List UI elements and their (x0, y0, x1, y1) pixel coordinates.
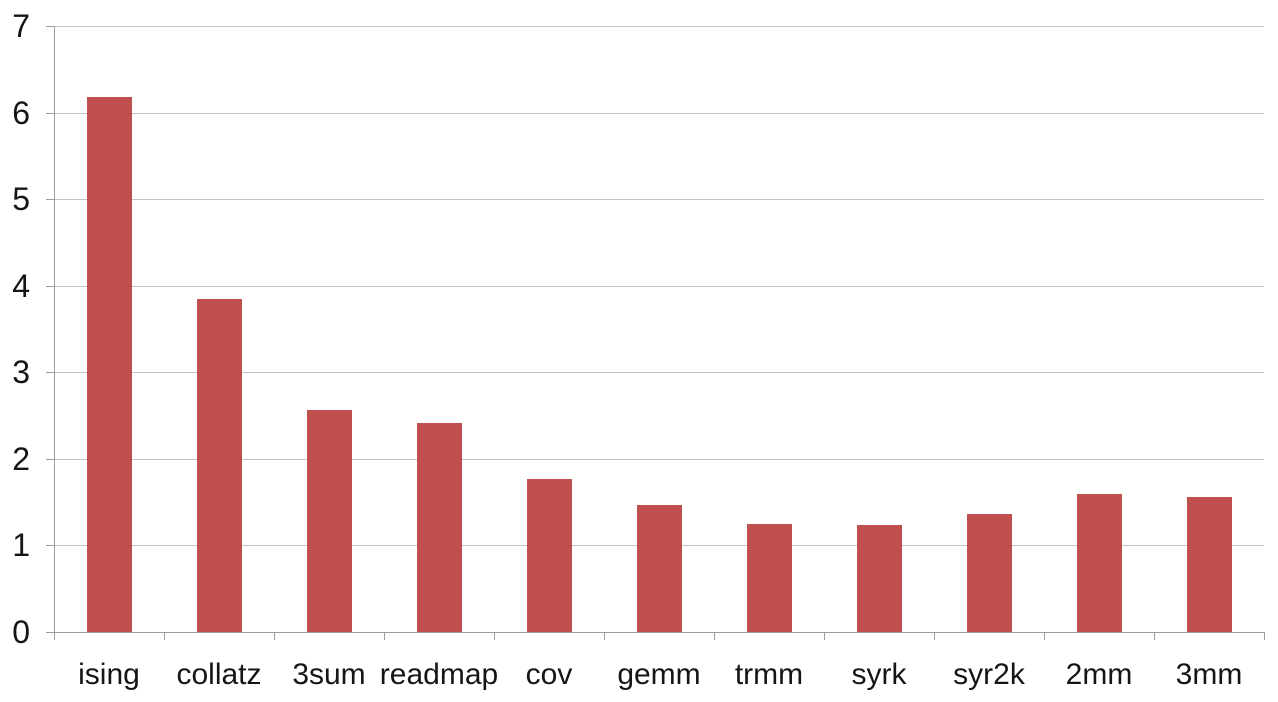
x-axis-tick-label-cov: cov (525, 658, 573, 691)
bar-trmm (746, 523, 792, 632)
x-tick-mark (934, 632, 935, 640)
x-axis-tick-label-2mm: 2mm (1065, 658, 1133, 691)
x-axis-tick-label-trmm: trmm (734, 658, 804, 691)
y-axis-tick-label-6: 6 (12, 94, 30, 131)
y-axis-tick-label-7: 7 (12, 8, 30, 44)
x-axis-tick-label-syrk: syrk (851, 658, 907, 691)
bar-3sum (306, 409, 352, 632)
y-axis-tick-label-5: 5 (12, 181, 30, 218)
bar-gemm (636, 504, 682, 632)
gridline-y-3 (54, 372, 1264, 374)
x-tick-mark (604, 632, 605, 640)
bar-syr2k (966, 514, 1012, 632)
x-axis-tick-label-3mm: 3mm (1175, 658, 1243, 691)
x-axis-tick-label-gemm: gemm (617, 658, 701, 691)
x-tick-mark (1264, 632, 1265, 640)
bar-readmap (416, 422, 462, 632)
y-tick-mark (46, 372, 54, 374)
y-axis-tick-label-0: 0 (12, 614, 30, 650)
x-axis-tick-label-collatz: collatz (176, 658, 262, 691)
bar-collatz (196, 298, 242, 632)
x-tick-mark (824, 632, 825, 640)
x-tick-mark (164, 632, 165, 640)
y-tick-mark (46, 545, 54, 547)
x-axis-tick-label-syr2k: syr2k (953, 658, 1025, 691)
y-tick-mark (46, 458, 54, 460)
gridline-y-2 (54, 458, 1264, 460)
x-tick-mark (384, 632, 385, 640)
y-axis-tick-label-3: 3 (12, 354, 30, 391)
bar-cov (526, 478, 572, 632)
y-tick-mark (46, 26, 54, 27)
x-tick-mark (714, 632, 715, 640)
bar-ising (86, 97, 132, 632)
x-axis-tick-label-3sum: 3sum (292, 658, 366, 691)
gridline-y-7 (54, 26, 1264, 27)
bar-2mm (1076, 494, 1122, 632)
x-tick-mark (54, 632, 55, 640)
gridline-y-5 (54, 199, 1264, 201)
y-axis-line (54, 26, 55, 640)
y-tick-mark (46, 199, 54, 201)
x-tick-mark (1044, 632, 1045, 640)
y-axis-tick-label-4: 4 (12, 267, 30, 304)
plot-area (54, 26, 1264, 632)
y-tick-mark (46, 285, 54, 287)
x-axis-line (54, 632, 1265, 633)
gridline-y-4 (54, 285, 1264, 287)
x-axis-tick-label-readmap: readmap (379, 658, 499, 691)
y-tick-mark (46, 112, 54, 114)
y-axis-tick-label-1: 1 (12, 527, 30, 564)
x-tick-mark (274, 632, 275, 640)
x-tick-mark (494, 632, 495, 640)
bar-3mm (1186, 496, 1232, 632)
gridline-y-6 (54, 112, 1264, 114)
x-tick-mark (1154, 632, 1155, 640)
y-tick-mark (46, 632, 54, 633)
x-axis-tick-label-ising: ising (78, 658, 140, 691)
bar-syrk (856, 524, 902, 632)
y-axis-tick-label-2: 2 (12, 440, 30, 477)
